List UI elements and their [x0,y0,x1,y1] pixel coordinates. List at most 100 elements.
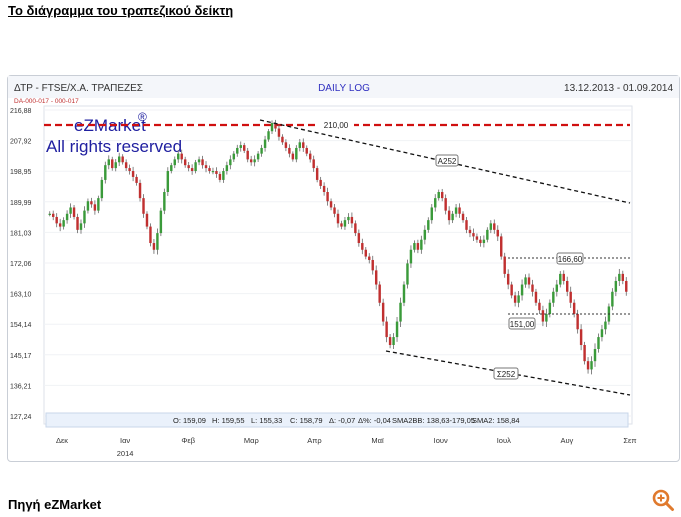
x-tick-label: Απρ [307,436,321,445]
candle-down [142,198,145,214]
candle-up [520,284,524,296]
candle-down [625,280,628,292]
candle-up [614,280,618,292]
candle-down [319,179,322,186]
y-tick-label: 154,14 [10,322,32,329]
candle-down [465,220,468,230]
candle-down [72,207,76,217]
candle-down [277,128,281,137]
candle-down [121,156,124,163]
candle-up [600,329,604,338]
candle-up [423,229,427,240]
candle-down [500,236,503,257]
x-tick-label: Σεπ [623,436,636,445]
candle-down [621,273,625,281]
candle-up [295,147,298,160]
x-tick-label: Μαϊ [371,436,384,445]
candle-down [493,223,496,230]
x-tick-label: Ιουν [434,436,448,445]
y-tick-label: 189,99 [10,200,32,207]
candle-down [447,210,451,221]
candle-down [288,147,291,154]
candle-up [79,223,83,230]
candle-up [156,233,159,250]
candle-up [486,229,489,240]
zoom-in-icon[interactable] [651,488,675,512]
candle-up [298,142,302,148]
lower-label: Σ252 [497,370,516,379]
candle-down [583,344,586,362]
candle-up [256,153,260,160]
source-caption: Πηγή eZMarket [8,497,102,512]
candle-down [562,273,565,281]
chart-code: DA-000-017 - 000-017 [14,98,79,105]
range-top-label: 166,60 [558,255,583,264]
candle-down [111,159,114,169]
candle-down [312,159,315,169]
candle-down [461,213,465,221]
candle-down [586,361,590,370]
candle-down [361,243,364,250]
candle-down [243,145,246,151]
candle-up [253,159,256,163]
candle-down [458,207,461,214]
candle-up [65,213,69,221]
candle-down [76,216,79,230]
candle-down [572,302,576,314]
status-close: C: 158,79 [290,416,323,425]
candle-down [309,153,312,160]
status-sma2bb: SMA2BB: 138,63-179,05 [392,416,475,425]
candle-up [392,337,395,345]
candle-down [187,165,190,169]
candle-down [510,284,513,296]
watermark-rights: All rights reserved [46,137,182,156]
candle-up [552,291,555,303]
status-open: O: 159,09 [173,416,206,425]
candle-up [159,210,163,234]
candle-down [124,162,128,169]
page-title: Το διάγραμμα του τραπεζικού δείκτη [8,3,234,18]
candle-down [440,192,444,199]
candle-up [170,165,173,172]
y-axis: 216,88 207,92 198,95 189,99 181,03 172,06 163,… [10,108,32,421]
chart-panel[interactable]: ΔΤΡ - FTSE/Χ.Α. ΤΡΑΠΕΖΕΣ DA-000-017 - 00… [7,75,680,462]
candle-up [451,213,454,221]
candle-down [51,213,55,217]
candle-down [381,302,385,322]
candle-down [249,159,253,163]
candle-down [503,256,506,274]
candle-down [579,329,583,345]
candle-up [232,153,236,160]
candle-down [506,273,510,285]
upper-label: A252 [438,157,457,166]
candle-up [222,171,225,180]
candle-down [201,159,204,166]
x-tick-label: Ιουλ [497,436,511,445]
candle-up [437,192,440,199]
candle-down [569,291,572,303]
candles [48,119,628,375]
candle-down [336,213,340,224]
candle-down [534,291,538,303]
chart-mode: DAILY LOG [318,83,370,94]
candle-up [427,220,430,230]
candle-up [402,284,406,303]
candle-down [281,136,284,143]
status-delta-pct: Δ%: -0,04 [358,416,391,425]
candle-down [322,185,326,193]
candle-up [163,192,166,211]
range-bottom-label: 151,00 [510,320,535,329]
plot-area[interactable] [43,105,633,425]
candle-down [350,216,354,224]
candle-down [472,233,475,237]
candle-down [291,153,295,160]
candle-down [538,302,541,311]
candle-down [329,201,333,208]
candle-down [149,226,152,244]
candle-down [204,165,208,169]
x-tick-label: Αυγ [560,436,573,445]
status-sma2: SMA2: 158,84 [472,416,520,425]
candle-down [378,284,381,303]
candle-up [211,171,215,173]
candle-up [270,123,274,132]
